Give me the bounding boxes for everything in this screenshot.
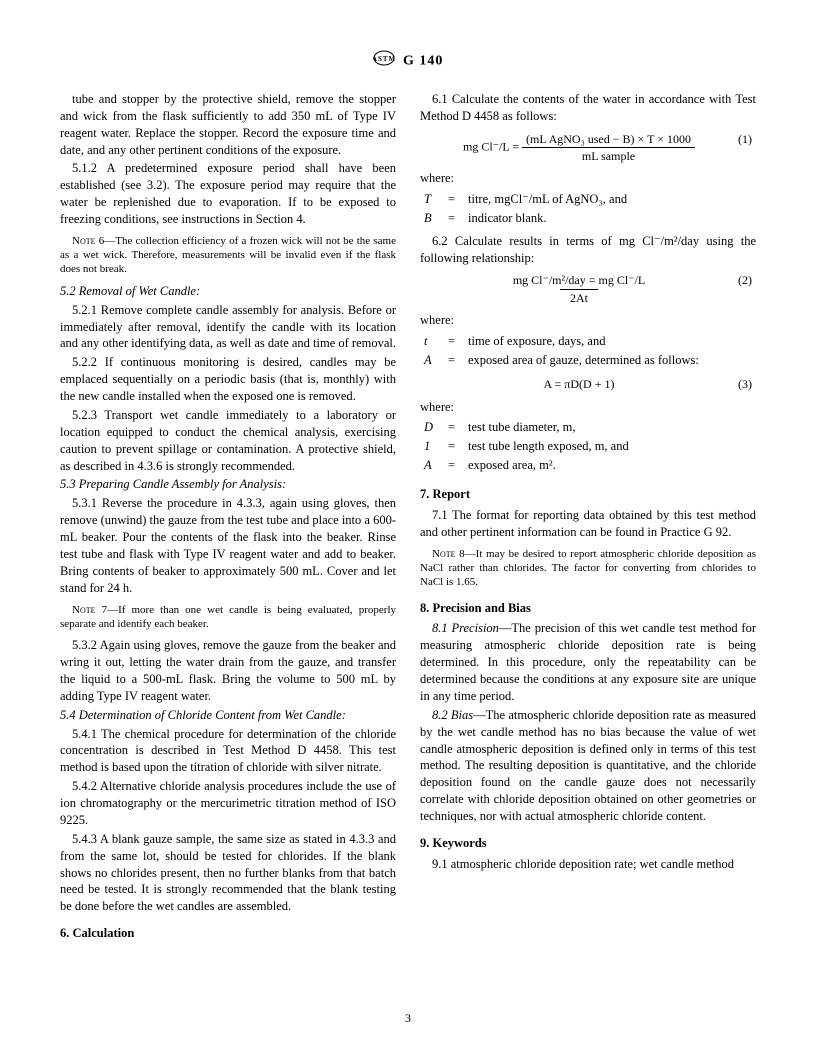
equation-2: mg Cl⁻/m²/day = mg Cl⁻/L 2At (2) [420, 272, 756, 305]
note-6-label: Note 6— [72, 235, 115, 247]
para-8-2-lead: 8.2 Bias [432, 708, 473, 722]
eq2-fraction: mg Cl⁻/m²/day = mg Cl⁻/L 2At [509, 272, 649, 305]
sec-5-4-title: 5.4 Determination of Chloride Content fr… [60, 707, 396, 724]
note-7: Note 7—If more than one wet candle is be… [60, 603, 396, 632]
para-6-2: 6.2 Calculate results in terms of mg Cl⁻… [420, 233, 756, 267]
para-5-2-3: 5.2.3 Transport wet candle immediately t… [60, 407, 396, 475]
equation-3: A = πD(D + 1) (3) [420, 376, 756, 392]
where-3-table: D=test tube diameter, m, 1=test tube len… [420, 417, 633, 476]
para-5-4-1: 5.4.1 The chemical procedure for determi… [60, 726, 396, 777]
page-number: 3 [0, 1010, 816, 1026]
where-2-table: t=time of exposure, days, and A=exposed … [420, 331, 703, 371]
eq1-denominator: mL sample [522, 148, 695, 164]
where2-t: time of exposure, days, and [466, 333, 701, 350]
para-8-2-body: —The atmospheric chloride deposition rat… [420, 708, 756, 823]
note-8-label: Note 8— [432, 548, 476, 560]
eq1-lhs: mg Cl⁻/L = [463, 139, 519, 153]
where1-B: indicator blank. [466, 210, 629, 227]
para-9-1: 9.1 atmospheric chloride deposition rate… [420, 856, 756, 873]
where-1: where: [420, 170, 756, 187]
sec-6-title: 6. Calculation [60, 925, 396, 942]
body-columns: tube and stopper by the protective shiel… [60, 91, 756, 951]
para-5-1-2: 5.1.2 A predetermined exposure period sh… [60, 160, 396, 228]
para-5-4-3: 5.4.3 A blank gauze sample, the same siz… [60, 831, 396, 915]
eq2-number: (2) [738, 272, 752, 288]
para-8-1-lead: 8.1 Precision [432, 621, 499, 635]
para-8-2: 8.2 Bias—The atmospheric chloride deposi… [420, 707, 756, 825]
para-5-1-1-cont: tube and stopper by the protective shiel… [60, 91, 396, 159]
sec-9-title: 9. Keywords [420, 835, 756, 852]
where3-D: test tube diameter, m, [466, 419, 631, 436]
para-5-3-1: 5.3.1 Reverse the procedure in 4.3.3, ag… [60, 495, 396, 596]
para-5-2-1: 5.2.1 Remove complete candle assembly fo… [60, 302, 396, 353]
where3-1: test tube length exposed, m, and [466, 438, 631, 455]
sec-7-title: 7. Report [420, 486, 756, 503]
eq1-numerator: (mL AgNO₃ used − B) × T × 1000 [522, 131, 695, 148]
eq2-line1: mg Cl⁻/m²/day = mg Cl⁻/L [509, 272, 649, 288]
where-3: where: [420, 399, 756, 416]
sec-5-3-title-text: 5.3 Preparing Candle Assembly for Analys… [60, 477, 286, 491]
para-8-1: 8.1 Precision—The precision of this wet … [420, 620, 756, 704]
eq1-number: (1) [738, 131, 752, 147]
eq3-body: A = πD(D + 1) [544, 377, 615, 391]
eq3-number: (3) [738, 376, 752, 392]
standard-designation: G 140 [403, 54, 443, 69]
equation-1: mg Cl⁻/L = (mL AgNO₃ used − B) × T × 100… [420, 131, 756, 164]
sec-5-2-title-text: 5.2 Removal of Wet Candle: [60, 284, 200, 298]
sec-5-2-title: 5.2 Removal of Wet Candle: [60, 283, 396, 300]
where2-A: exposed area of gauze, determined as fol… [466, 352, 701, 369]
astm-logo: ASTM [373, 50, 395, 73]
where-2: where: [420, 312, 756, 329]
sec-5-3-title: 5.3 Preparing Candle Assembly for Analys… [60, 476, 396, 493]
where1-T: titre, mgCl⁻/mL of AgNO₃, and [466, 191, 629, 208]
sec-8-title: 8. Precision and Bias [420, 600, 756, 617]
para-6-1: 6.1 Calculate the contents of the water … [420, 91, 756, 125]
sec-5-4-title-text: 5.4 Determination of Chloride Content fr… [60, 708, 346, 722]
para-5-3-2: 5.3.2 Again using gloves, remove the gau… [60, 637, 396, 705]
where3-A: exposed area, m². [466, 457, 631, 474]
para-5-4-2: 5.4.2 Alternative chloride analysis proc… [60, 778, 396, 829]
para-7-1: 7.1 The format for reporting data obtain… [420, 507, 756, 541]
eq1-fraction: (mL AgNO₃ used − B) × T × 1000 mL sample [522, 131, 695, 164]
page-header: ASTM G 140 [60, 50, 756, 73]
where-1-table: T=titre, mgCl⁻/mL of AgNO₃, and B=indica… [420, 189, 631, 229]
note-7-label: Note 7— [72, 604, 118, 616]
svg-text:ASTM: ASTM [373, 55, 395, 63]
note-6: Note 6—The collection efficiency of a fr… [60, 234, 396, 277]
eq2-den: 2At [560, 289, 598, 306]
para-5-2-2: 5.2.2 If continuous monitoring is desire… [60, 354, 396, 405]
note-8: Note 8—It may be desired to report atmos… [420, 547, 756, 590]
